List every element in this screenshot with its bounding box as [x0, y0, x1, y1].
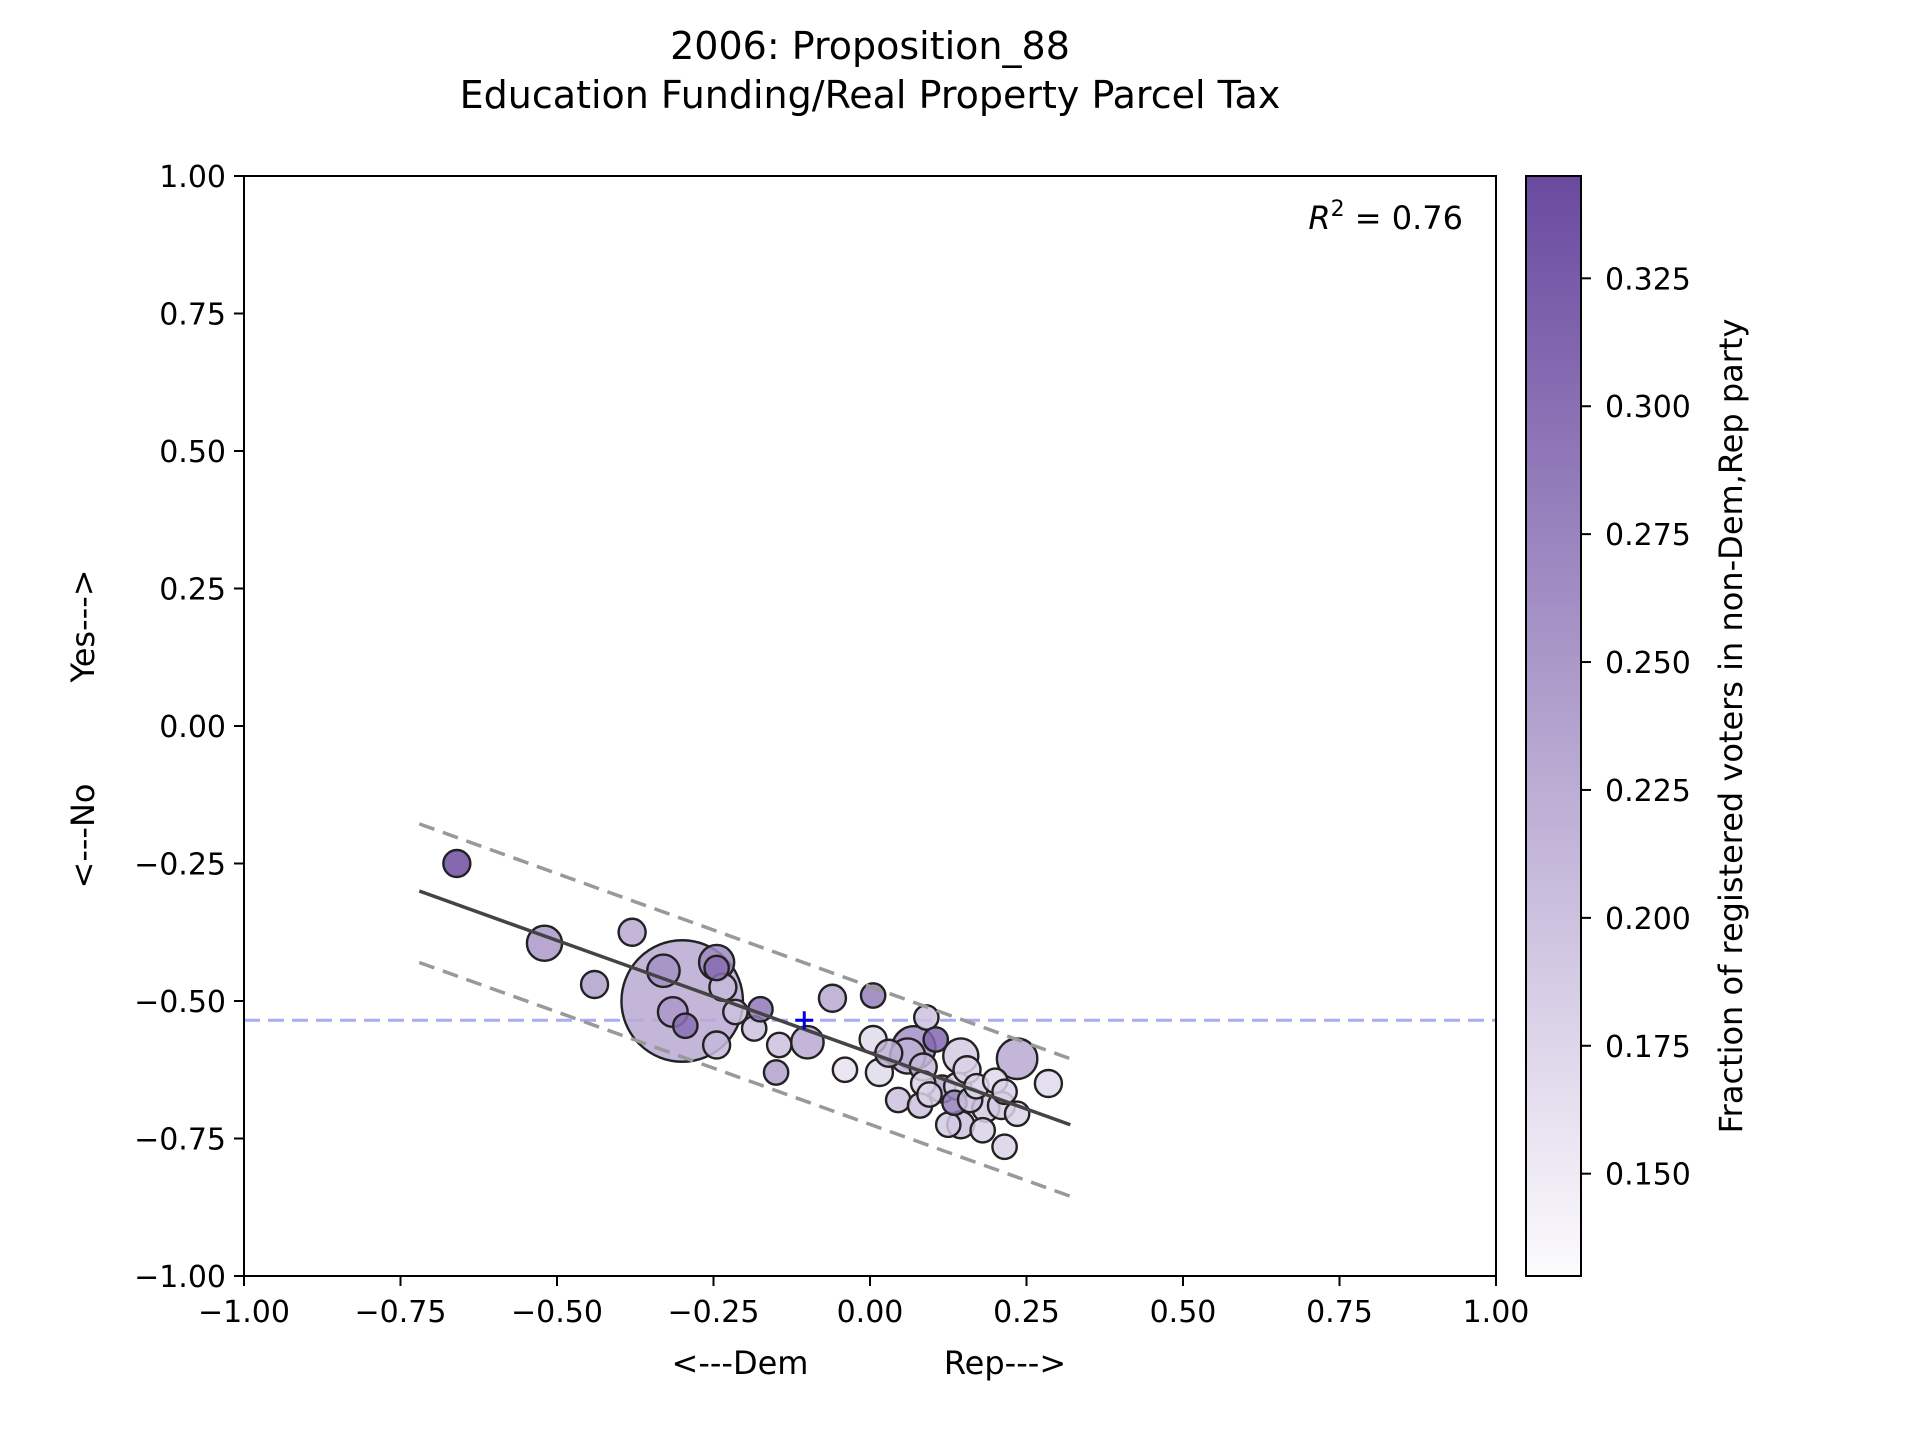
- x-axis-label-rep: Rep--->: [944, 1344, 1066, 1382]
- x-tick-label: 0.25: [993, 1295, 1060, 1330]
- colorbar-tick-label: 0.175: [1605, 1030, 1691, 1065]
- data-point: [765, 1031, 793, 1059]
- x-tick-label: −0.25: [668, 1295, 760, 1330]
- colorbar-tick-label: 0.300: [1605, 390, 1691, 425]
- x-tick-label: −1.00: [198, 1295, 290, 1330]
- y-tick-label: −0.75: [134, 1123, 226, 1158]
- data-point: [934, 1111, 962, 1139]
- data-point: [671, 1012, 699, 1040]
- colorbar-tick-label: 0.150: [1605, 1158, 1691, 1193]
- y-axis: −1.00 −0.75 −0.50 −0.25 0.00 0.25 0.50 0.75 1.00: [134, 160, 244, 1295]
- colorbar: [1525, 175, 1582, 1277]
- y-tick-label: 1.00: [159, 160, 226, 195]
- data-point: [703, 954, 730, 982]
- data-point: [969, 1116, 997, 1144]
- data-point: [922, 1026, 950, 1053]
- colorbar-tick-label: 0.250: [1605, 646, 1691, 681]
- data-point: [617, 917, 647, 947]
- r-squared-annotation: R2 = 0.76: [1308, 197, 1463, 237]
- y-tick-label: 0.75: [159, 298, 226, 333]
- y-axis-label-no: <---No: [64, 784, 102, 889]
- x-tick-label: 0.00: [837, 1295, 904, 1330]
- data-point: [579, 969, 610, 1000]
- y-tick-label: 0.50: [159, 435, 226, 470]
- data-point: [1033, 1068, 1064, 1099]
- data-point: [762, 1059, 790, 1086]
- data-point: [646, 953, 681, 989]
- statewide-marker: [795, 1011, 814, 1030]
- colorbar-label: Fraction of registered voters in non-Dem…: [1712, 319, 1750, 1134]
- y-tick-label: 0.25: [159, 573, 226, 608]
- colorbar-tick-label: 0.325: [1605, 262, 1691, 297]
- data-point: [884, 1086, 912, 1114]
- y-tick-label: 0.00: [159, 710, 226, 745]
- x-tick-label: 0.75: [1306, 1295, 1373, 1330]
- colorbar-tick-label: 0.275: [1605, 518, 1691, 553]
- x-tick-label: −0.50: [511, 1295, 603, 1330]
- data-point: [442, 848, 472, 879]
- colorbar-axis: 0.150 0.175 0.200 0.225 0.250 0.275 0.300 0.325: [1581, 262, 1691, 1193]
- chart-title: 2006: Proposition_88: [670, 24, 1070, 68]
- x-tick-label: 0.50: [1150, 1295, 1217, 1330]
- chart-subtitle: Education Funding/Real Property Parcel T…: [460, 73, 1281, 117]
- data-point: [916, 1081, 943, 1108]
- x-tick-label: −0.75: [355, 1295, 447, 1330]
- y-tick-label: −0.50: [134, 985, 226, 1020]
- y-axis-label-yes: Yes--->: [64, 569, 102, 683]
- colorbar-tick-label: 0.200: [1605, 902, 1691, 937]
- y-tick-label: −1.00: [134, 1260, 226, 1295]
- data-point: [991, 1133, 1018, 1161]
- data-point: [831, 1056, 859, 1084]
- x-axis-label-dem: <---Dem: [672, 1344, 809, 1382]
- data-point: [701, 1030, 732, 1060]
- x-tick-label: 1.00: [1463, 1295, 1530, 1330]
- data-point: [817, 983, 848, 1013]
- colorbar-tick-label: 0.225: [1605, 774, 1691, 809]
- data-point: [912, 1004, 940, 1031]
- axes-frame: [243, 175, 1497, 1277]
- band-upper-line: [418, 822, 1071, 1061]
- x-axis: −1.00 −0.75 −0.50 −0.25 0.00 0.25 0.50 0.75 1.00: [198, 1276, 1529, 1330]
- fit-line: [418, 889, 1071, 1127]
- band-lower-line: [418, 960, 1071, 1198]
- y-tick-label: −0.25: [134, 848, 226, 883]
- plot-area: [244, 822, 1496, 1198]
